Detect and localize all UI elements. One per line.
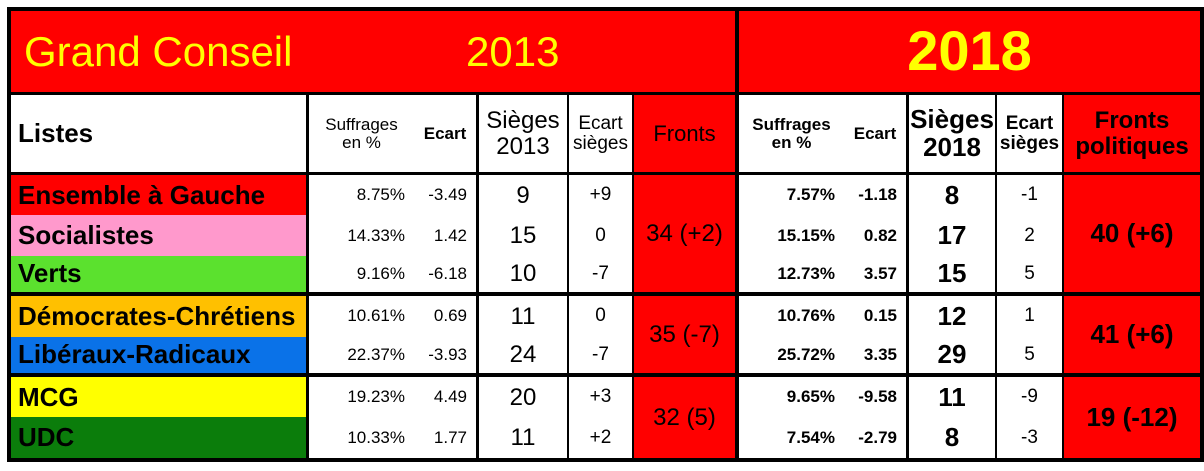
- suffrages-2013-value: 10.61%: [347, 306, 405, 326]
- ecart-2013-value: 4.49: [414, 376, 479, 418]
- sieges-2013-value: 20: [479, 376, 569, 418]
- suffrages-2018-value: 7.57%: [786, 185, 835, 205]
- row-label-ensemble-a-gauche: Ensemble à Gauche: [11, 175, 309, 216]
- ecart-2018-value: -2.79: [844, 417, 909, 458]
- row-label-verts: Verts: [11, 255, 309, 297]
- ecart-sieges-2018-value: 2: [997, 215, 1064, 256]
- fronts-2018-gauche: 40 (+6): [1064, 175, 1200, 297]
- results-table: Grand Conseil 2013 2018 Listes Suffrages…: [7, 7, 1204, 462]
- column-header-ecart-sieges-2018: Ecart sièges: [997, 95, 1064, 175]
- ecart-sieges-2013-value: -7: [569, 255, 634, 297]
- column-header-ecart-2018: Ecart: [844, 95, 909, 175]
- sieges-2018-value: 29: [909, 336, 997, 377]
- suffrages-2013-value: 8.75%: [356, 185, 405, 205]
- column-header-sieges-2018: Sièges 2018: [909, 95, 997, 175]
- ecart-2018-value: -1.18: [844, 175, 909, 216]
- column-header-fronts-2013: Fronts: [634, 95, 739, 175]
- fronts-2013-entente: 35 (-7): [634, 296, 739, 377]
- title-2018-section: 2018: [739, 11, 1200, 95]
- sieges-2013-value: 10: [479, 255, 569, 297]
- suffrages-2018-value: 9.65%: [786, 387, 835, 407]
- ecart-2013-value: -3.93: [414, 336, 479, 377]
- sieges-2013-value: 9: [479, 175, 569, 216]
- suffrages-2018-value: 25.72%: [739, 337, 844, 377]
- fronts-2018-entente: 41 (+6): [1064, 296, 1200, 377]
- suffrages-2018-value: 7.54%: [786, 427, 835, 447]
- ecart-2018-value: 3.57: [844, 255, 909, 297]
- fronts-2013-mcg-udc: 32 (5): [634, 376, 739, 458]
- column-header-suffrages-2018: Suffrages en %: [739, 95, 844, 175]
- suffrages-2013-value: 22.37%: [309, 337, 414, 377]
- ecart-sieges-2013-value: +9: [569, 175, 634, 216]
- row-label-mcg: MCG: [11, 376, 309, 418]
- suffrages-2013-value: 14.33%: [347, 225, 405, 245]
- sieges-2013-value: 11: [479, 296, 569, 337]
- row-label-udc: UDC: [11, 417, 309, 458]
- sieges-2013-value: 15: [479, 215, 569, 256]
- row-label-democrates-chretiens: Démocrates-Chrétiens: [11, 296, 309, 337]
- column-header-fronts-politiques: Fronts politiques: [1064, 95, 1200, 175]
- ecart-2018-value: 3.35: [844, 336, 909, 377]
- ecart-sieges-2018-value: -9: [997, 376, 1064, 418]
- sieges-2018-value: 8: [909, 417, 997, 458]
- row-label-socialistes: Socialistes: [11, 215, 309, 256]
- sieges-2018-value: 12: [909, 296, 997, 337]
- ecart-2013-value: 1.42: [414, 215, 479, 256]
- ecart-2013-value: 1.77: [414, 417, 479, 458]
- column-header-ecart-sieges-2013: Ecart sièges: [569, 95, 634, 175]
- ecart-sieges-2013-value: 0: [569, 215, 634, 256]
- sieges-2018-value: 11: [909, 376, 997, 418]
- column-header-suffrages-2013: Suffrages en %: [309, 95, 414, 175]
- sieges-2013-value: 11: [479, 417, 569, 458]
- ecart-2018-value: 0.15: [844, 296, 909, 337]
- ecart-sieges-2013-value: 0: [569, 296, 634, 337]
- ecart-2013-value: 0.69: [414, 296, 479, 337]
- ecart-2018-value: -9.58: [844, 376, 909, 418]
- ecart-2013-value: -3.49: [414, 175, 479, 216]
- ecart-sieges-2013-value: -7: [569, 336, 634, 377]
- ecart-sieges-2013-value: +2: [569, 417, 634, 458]
- fronts-2018-mcg-udc: 19 (-12): [1064, 376, 1200, 458]
- ecart-sieges-2018-value: -1: [997, 175, 1064, 216]
- year-2013-label: 2013: [466, 27, 560, 75]
- suffrages-2018-value: 12.73%: [739, 256, 844, 297]
- page-title: Grand Conseil: [24, 27, 293, 75]
- row-label-liberaux-radicaux: Libéraux-Radicaux: [11, 336, 309, 377]
- ecart-sieges-2018-value: 5: [997, 336, 1064, 377]
- suffrages-2013-value: 10.33%: [347, 427, 405, 447]
- sieges-2018-value: 8: [909, 175, 997, 216]
- ecart-sieges-2018-value: 1: [997, 296, 1064, 337]
- suffrages-2013-value: 19.23%: [347, 387, 405, 407]
- sieges-2018-value: 15: [909, 255, 997, 297]
- suffrages-2013-value: 9.16%: [309, 256, 414, 297]
- column-header-listes: Listes: [11, 95, 309, 175]
- sieges-2013-value: 24: [479, 336, 569, 377]
- suffrages-2018-value: 10.76%: [777, 306, 835, 326]
- ecart-sieges-2018-value: -3: [997, 417, 1064, 458]
- ecart-sieges-2018-value: 5: [997, 255, 1064, 297]
- year-2018-label: 2018: [907, 19, 1032, 83]
- sieges-2018-value: 17: [909, 215, 997, 256]
- ecart-2018-value: 0.82: [844, 215, 909, 256]
- column-header-sieges-2013: Sièges 2013: [479, 95, 569, 175]
- suffrages-2018-value: 15.15%: [777, 225, 835, 245]
- column-header-ecart-2013: Ecart: [414, 95, 479, 175]
- ecart-2013-value: -6.18: [414, 255, 479, 297]
- fronts-2013-gauche: 34 (+2): [634, 175, 739, 297]
- ecart-sieges-2013-value: +3: [569, 376, 634, 418]
- title-2013-section: Grand Conseil 2013: [11, 11, 739, 95]
